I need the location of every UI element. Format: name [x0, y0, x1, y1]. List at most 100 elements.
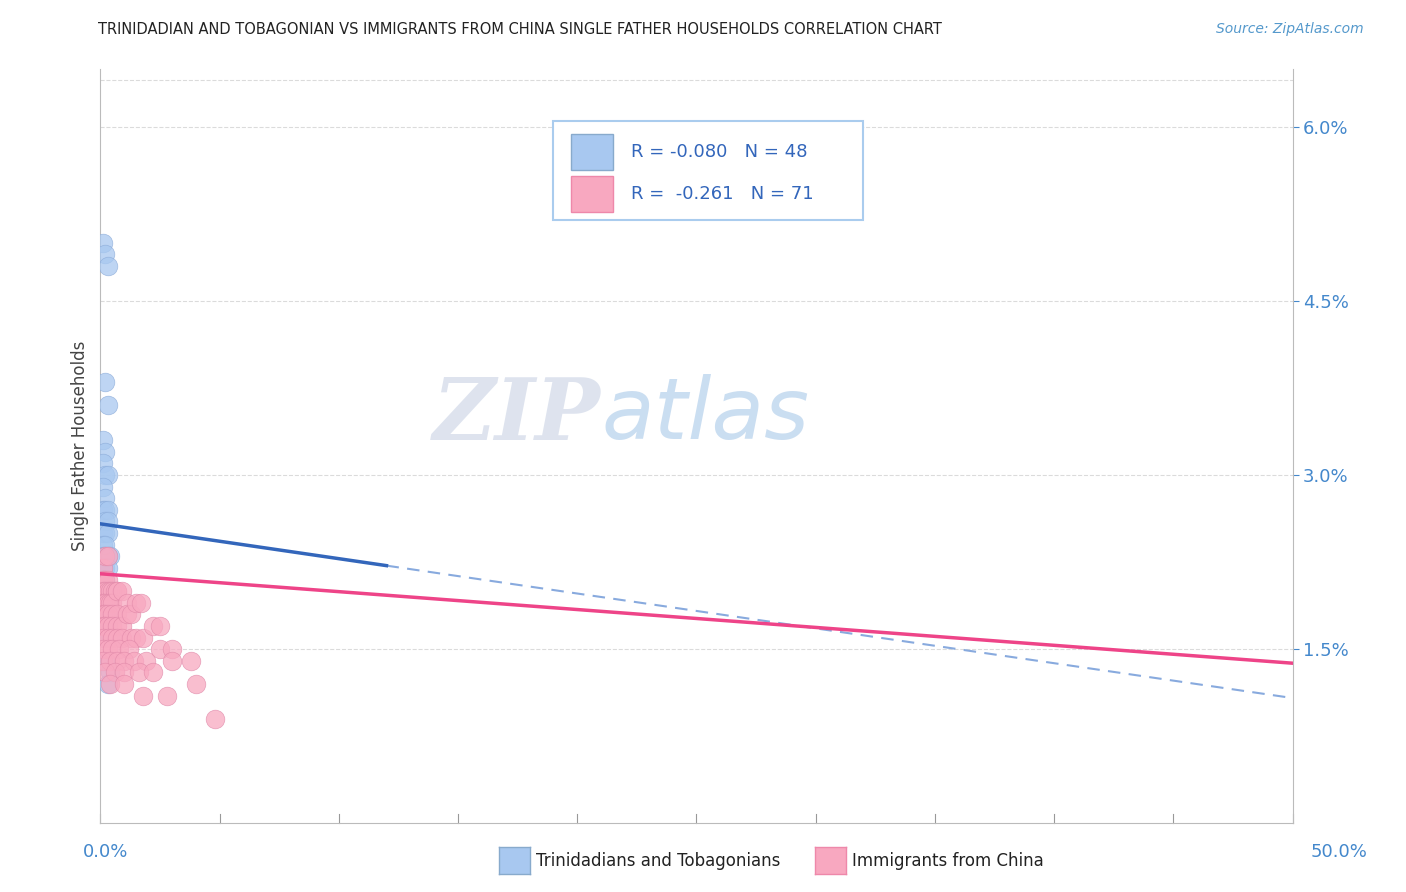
- Point: [91, 642, 114, 657]
- Point: [96, 607, 118, 622]
- Point: [91, 584, 114, 599]
- Point: [91, 561, 114, 575]
- Point: [105, 631, 128, 645]
- Point: [94, 607, 117, 622]
- Point: [105, 584, 128, 599]
- Point: [108, 642, 131, 657]
- Point: [94, 561, 117, 575]
- Point: [94, 584, 117, 599]
- Point: [118, 642, 141, 657]
- Point: [94, 445, 117, 459]
- Point: [160, 654, 183, 668]
- Point: [98, 584, 121, 599]
- Point: [96, 561, 118, 575]
- Point: [149, 619, 172, 633]
- Point: [91, 596, 114, 610]
- Text: Trinidadians and Tobagonians: Trinidadians and Tobagonians: [536, 852, 780, 870]
- Point: [96, 526, 118, 541]
- Point: [105, 607, 128, 622]
- Point: [125, 631, 148, 645]
- Point: [94, 619, 117, 633]
- Point: [128, 665, 150, 680]
- Point: [94, 596, 117, 610]
- Point: [96, 515, 118, 529]
- Point: [184, 677, 207, 691]
- Point: [94, 654, 117, 668]
- Point: [204, 712, 226, 726]
- Point: [91, 480, 114, 494]
- Point: [125, 596, 148, 610]
- Text: R = -0.080   N = 48: R = -0.080 N = 48: [631, 144, 807, 161]
- Point: [91, 235, 114, 250]
- Point: [96, 468, 118, 483]
- Point: [94, 573, 117, 587]
- Point: [98, 584, 121, 599]
- Point: [91, 503, 114, 517]
- Point: [96, 631, 118, 645]
- Text: atlas: atlas: [602, 375, 808, 458]
- Point: [101, 631, 124, 645]
- Point: [91, 573, 114, 587]
- Point: [135, 654, 157, 668]
- Point: [94, 596, 117, 610]
- Point: [94, 549, 117, 564]
- Point: [115, 596, 138, 610]
- Point: [98, 596, 121, 610]
- Point: [98, 665, 121, 680]
- FancyBboxPatch shape: [571, 176, 613, 212]
- Point: [94, 526, 117, 541]
- Point: [91, 526, 114, 541]
- Point: [94, 538, 117, 552]
- Point: [91, 619, 114, 633]
- Point: [101, 619, 124, 633]
- Point: [94, 375, 117, 389]
- Point: [96, 619, 118, 633]
- Text: Immigrants from China: Immigrants from China: [852, 852, 1043, 870]
- Text: ZIP: ZIP: [433, 374, 602, 458]
- Point: [98, 654, 121, 668]
- Point: [98, 631, 121, 645]
- Point: [149, 642, 172, 657]
- Point: [98, 549, 121, 564]
- Point: [115, 607, 138, 622]
- Point: [111, 584, 134, 599]
- Point: [91, 654, 114, 668]
- FancyBboxPatch shape: [571, 134, 613, 170]
- Point: [96, 619, 118, 633]
- Point: [101, 642, 124, 657]
- Point: [94, 468, 117, 483]
- Point: [104, 665, 127, 680]
- Point: [96, 584, 118, 599]
- Point: [112, 654, 135, 668]
- Point: [101, 607, 124, 622]
- Point: [160, 642, 183, 657]
- Point: [129, 596, 152, 610]
- Point: [104, 584, 127, 599]
- Point: [96, 549, 118, 564]
- Point: [122, 654, 145, 668]
- Point: [94, 515, 117, 529]
- Text: 50.0%: 50.0%: [1310, 843, 1367, 861]
- Point: [94, 619, 117, 633]
- Text: Source: ZipAtlas.com: Source: ZipAtlas.com: [1216, 22, 1364, 37]
- Point: [101, 584, 124, 599]
- Point: [120, 631, 142, 645]
- Point: [96, 677, 118, 691]
- Point: [91, 457, 114, 471]
- Text: 0.0%: 0.0%: [83, 843, 128, 861]
- Point: [94, 631, 117, 645]
- Point: [96, 549, 118, 564]
- Point: [98, 677, 121, 691]
- FancyBboxPatch shape: [554, 121, 863, 219]
- Point: [142, 665, 165, 680]
- Point: [94, 549, 117, 564]
- Point: [94, 247, 117, 261]
- Point: [101, 596, 124, 610]
- Point: [180, 654, 202, 668]
- Point: [120, 607, 142, 622]
- Point: [91, 573, 114, 587]
- Point: [94, 491, 117, 506]
- Point: [101, 584, 124, 599]
- Point: [96, 259, 118, 273]
- Point: [105, 584, 128, 599]
